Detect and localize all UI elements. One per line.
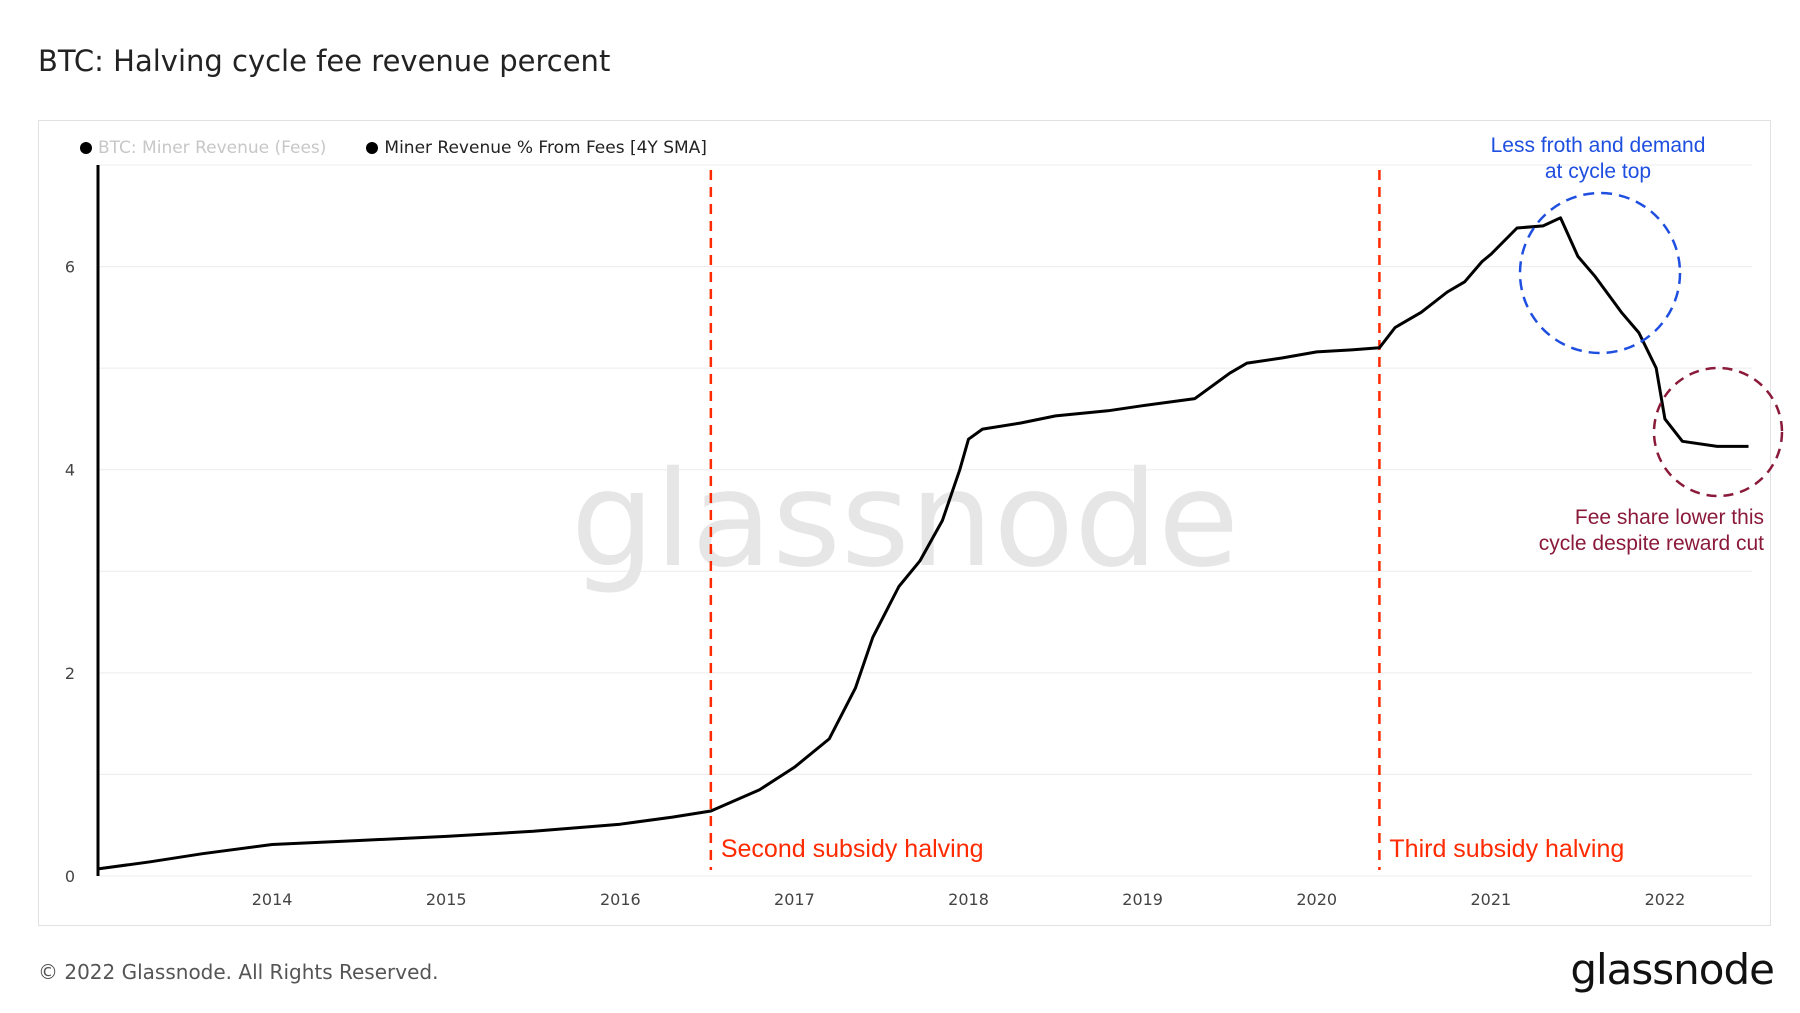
y-tick-label: 0	[65, 867, 75, 886]
x-tick-label: 2014	[252, 890, 293, 909]
glassnode-logo[interactable]: glassnode	[1570, 945, 1775, 994]
legend-dot-icon	[80, 142, 92, 154]
annotation-text-fee-share: cycle despite reward cut	[1539, 532, 1764, 555]
halving-label: Second subsidy halving	[721, 835, 984, 863]
x-tick-label: 2015	[426, 890, 467, 909]
chart-title: BTC: Halving cycle fee revenue percent	[38, 44, 611, 78]
series-line-fee-percent	[97, 216, 1749, 871]
annotation-circle-fee-share	[1652, 366, 1784, 498]
annotation-text-fee-share: Fee share lower this	[1575, 506, 1764, 529]
legend-label: BTC: Miner Revenue (Fees)	[98, 138, 327, 158]
annotation-circle-cycle-top	[1518, 191, 1682, 355]
x-tick-label: 2016	[600, 890, 641, 909]
annotation-layer: Less froth and demand at cycle top Fee sha…	[1491, 134, 1784, 555]
annotation-text-cycle-top: at cycle top	[1545, 160, 1651, 183]
watermark: glassnode	[571, 443, 1239, 597]
axis-layer: 0 2 4 6 2014 2015 2016 2017 2018 2019 2020 2021 2022	[65, 165, 1685, 909]
x-tick-label: 2018	[948, 890, 989, 909]
chart-frame	[38, 120, 1771, 926]
legend-item-fee-percent[interactable]: Miner Revenue % From Fees [4Y SMA]	[366, 138, 707, 158]
x-tick-label: 2019	[1122, 890, 1163, 909]
legend: BTC: Miner Revenue (Fees) Miner Revenue …	[80, 138, 707, 158]
footer-copyright: © 2022 Glassnode. All Rights Reserved.	[38, 960, 439, 984]
y-tick-label: 4	[65, 461, 75, 480]
halving-label: Third subsidy halving	[1389, 835, 1624, 863]
annotation-text-cycle-top: Less froth and demand	[1491, 134, 1706, 157]
x-tick-label: 2021	[1470, 890, 1511, 909]
x-tick-label: 2020	[1296, 890, 1337, 909]
legend-label: Miner Revenue % From Fees [4Y SMA]	[384, 138, 707, 158]
y-tick-label: 2	[65, 664, 75, 683]
x-tick-label: 2022	[1645, 890, 1686, 909]
legend-item-miner-revenue-fees[interactable]: BTC: Miner Revenue (Fees)	[80, 138, 326, 158]
y-tick-label: 6	[65, 258, 75, 277]
legend-dot-icon	[366, 142, 379, 154]
series-layer	[97, 216, 1749, 871]
halving-layer: Second subsidy halving Third subsidy halv…	[709, 170, 1624, 870]
x-tick-label: 2017	[774, 890, 815, 909]
